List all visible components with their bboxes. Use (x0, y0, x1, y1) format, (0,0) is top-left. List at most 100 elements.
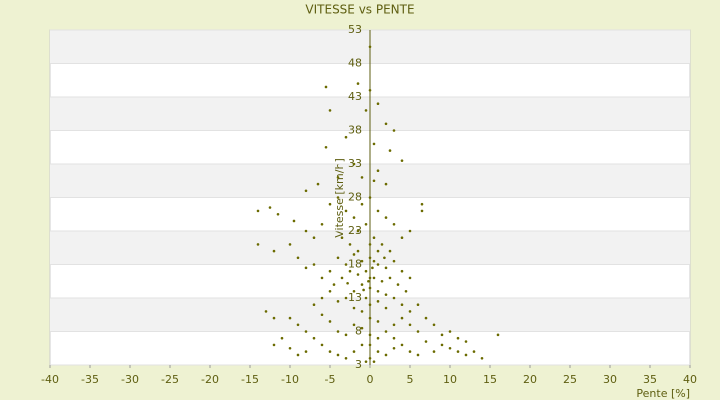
point (296, 323, 300, 327)
point (344, 135, 348, 139)
x-tick-label: -10 (281, 373, 299, 386)
point (392, 223, 396, 226)
point (372, 236, 376, 239)
point (392, 346, 396, 350)
point (352, 306, 356, 310)
point (388, 149, 392, 152)
point (392, 296, 396, 300)
point (380, 279, 384, 283)
point (340, 236, 344, 239)
x-tick-label: 5 (407, 373, 414, 386)
point (344, 263, 348, 266)
point (312, 236, 316, 239)
point (276, 212, 280, 216)
point (368, 357, 372, 360)
point (344, 333, 348, 337)
point (272, 343, 276, 347)
point (376, 209, 380, 213)
point (344, 357, 348, 360)
point (392, 129, 396, 132)
y-tick-label: 43 (348, 90, 362, 103)
point (376, 249, 380, 253)
point (316, 182, 320, 186)
point (328, 320, 332, 323)
point (408, 276, 412, 280)
point (364, 360, 368, 363)
point (368, 276, 372, 280)
point (364, 223, 368, 226)
point (336, 176, 340, 179)
point (368, 196, 372, 199)
point (328, 269, 332, 273)
x-tick-label: -20 (201, 373, 219, 386)
point (324, 85, 328, 89)
point (384, 266, 388, 270)
point (384, 293, 388, 296)
point (440, 333, 444, 337)
point (320, 276, 324, 280)
x-tick-label: -15 (241, 373, 259, 386)
point (352, 216, 356, 219)
point (348, 243, 352, 246)
point (392, 336, 396, 340)
point (336, 353, 340, 357)
point (392, 323, 396, 327)
point (408, 310, 412, 313)
y-tick-label: 3 (355, 358, 362, 371)
point (464, 340, 468, 343)
point (376, 300, 380, 303)
point (324, 145, 328, 149)
point (408, 229, 412, 233)
point (356, 273, 360, 276)
point (376, 290, 380, 293)
point (328, 202, 332, 206)
point (368, 256, 372, 260)
point (346, 281, 349, 285)
point (320, 296, 324, 300)
y-tick-label: 23 (348, 224, 362, 237)
y-tick-label: 18 (348, 258, 362, 271)
point (388, 276, 392, 280)
point (472, 350, 476, 353)
point (304, 266, 308, 270)
point (352, 162, 356, 166)
point (256, 243, 260, 246)
point (336, 300, 340, 303)
x-tick-label: 40 (683, 373, 697, 386)
point (352, 290, 356, 293)
point (344, 296, 348, 300)
x-tick-label: -35 (81, 373, 99, 386)
point (404, 290, 408, 293)
point (362, 288, 365, 292)
point (328, 290, 332, 293)
point (376, 169, 380, 172)
chart-title: VITESSE vs PENTE (305, 3, 414, 17)
point (364, 269, 368, 273)
point (292, 219, 296, 223)
point (296, 256, 300, 260)
point (288, 243, 292, 246)
point (352, 323, 356, 327)
point (360, 310, 364, 313)
point (360, 259, 364, 263)
y-tick-label: 28 (348, 191, 362, 204)
point (360, 283, 364, 286)
x-tick-label: 0 (367, 373, 374, 386)
point (396, 283, 400, 286)
point (432, 350, 436, 353)
point (368, 333, 372, 337)
point (448, 346, 452, 350)
point (360, 326, 364, 330)
point (372, 360, 376, 363)
point (400, 236, 404, 239)
y-tick-label: 13 (348, 291, 362, 304)
point (416, 303, 420, 307)
point (384, 330, 388, 333)
point (456, 336, 460, 340)
point (272, 316, 276, 320)
y-tick-label: 38 (348, 124, 362, 137)
point (368, 303, 372, 307)
point (384, 216, 388, 219)
x-axis-label: Pente [%] (636, 387, 690, 400)
point (371, 266, 374, 270)
